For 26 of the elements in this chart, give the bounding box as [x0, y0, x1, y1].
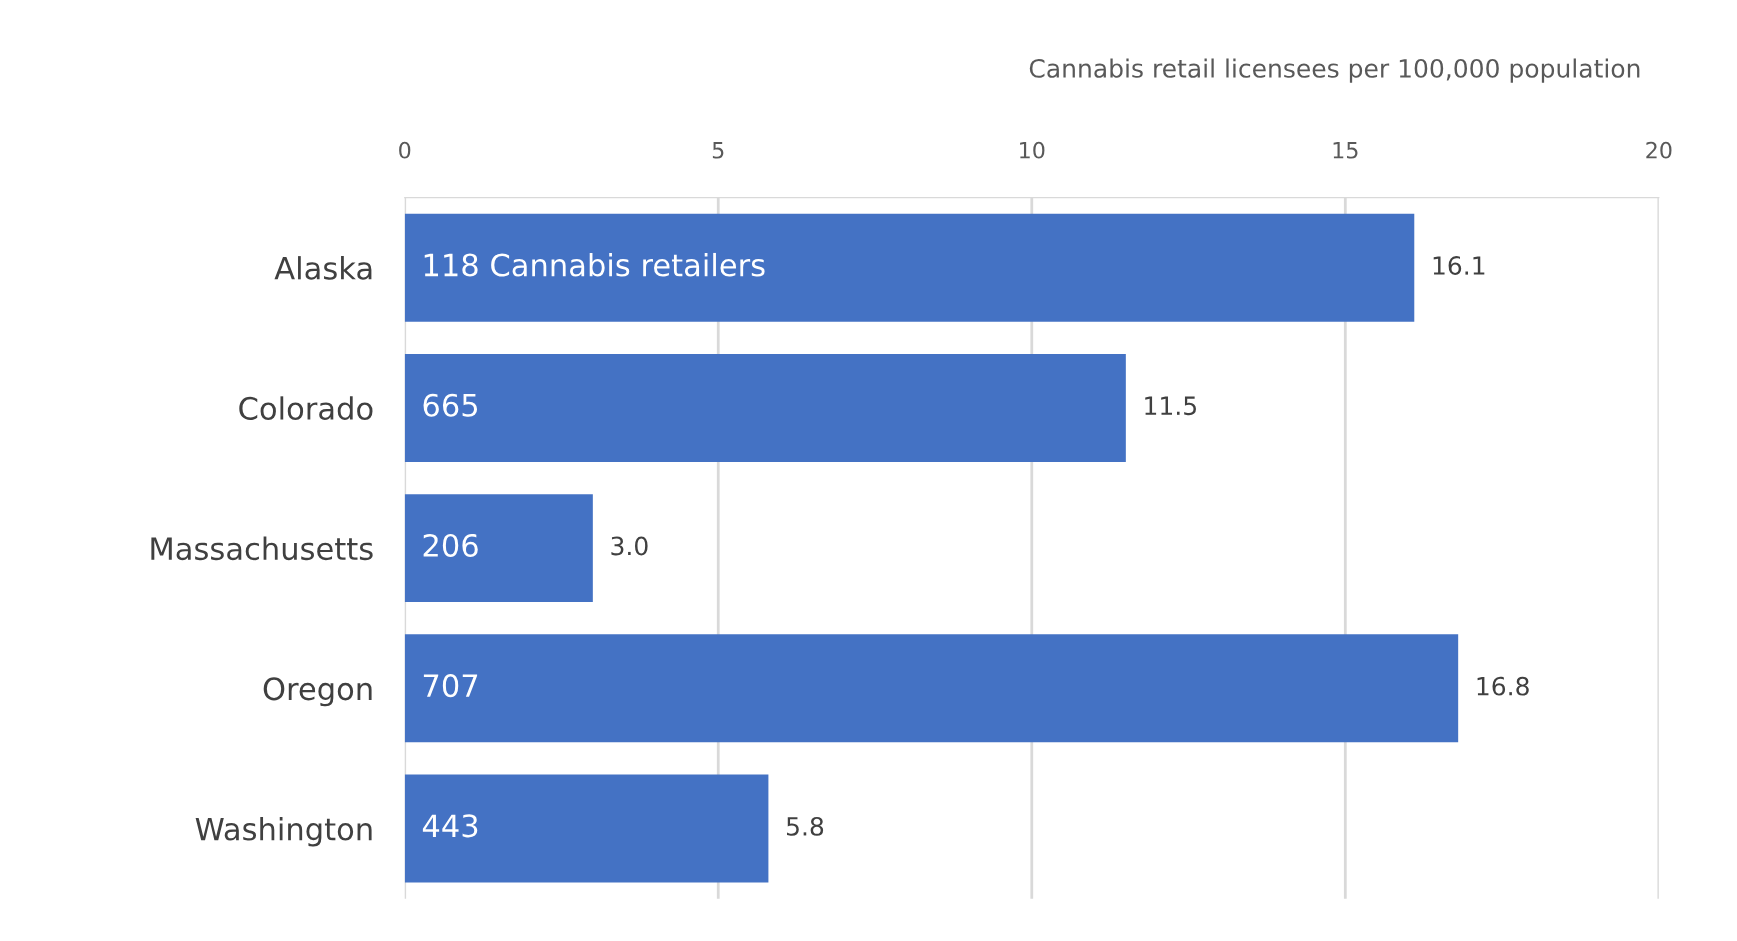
y-tick-label: Washington: [195, 816, 372, 847]
x-tick-label: 20: [1646, 141, 1672, 159]
bar: [404, 353, 1126, 462]
bar: [404, 634, 1459, 743]
annotation: 118 Cannabis retailers: [424, 252, 765, 277]
x-tick-label: 15: [1333, 142, 1358, 159]
annotation: 665: [423, 393, 478, 417]
bar: [404, 213, 1415, 322]
data-label: 16.8: [1477, 676, 1529, 696]
annotation: 206: [423, 533, 478, 557]
y-tick-label: Oregon: [263, 677, 372, 707]
annotation: 443: [422, 814, 478, 838]
y-tick-label: Colorado: [239, 396, 373, 420]
x-tick-label: 10: [1020, 141, 1045, 159]
bar: [404, 774, 769, 883]
data-label: 5.8: [787, 816, 824, 836]
x-tick-label: 5: [712, 142, 724, 159]
y-tick-label: Alaska: [274, 256, 372, 280]
data-label: 3.0: [611, 536, 648, 556]
y-tick-label: Massachusetts: [151, 536, 373, 561]
data-label: 16.1: [1433, 256, 1485, 275]
annotation: 707: [423, 674, 478, 698]
x-axis-title: Cannabis retail licensees per 100,000 population: [1029, 58, 1640, 83]
bar: [404, 494, 593, 603]
x-tick-label: 0: [399, 141, 411, 159]
data-label: 11.5: [1145, 396, 1196, 416]
